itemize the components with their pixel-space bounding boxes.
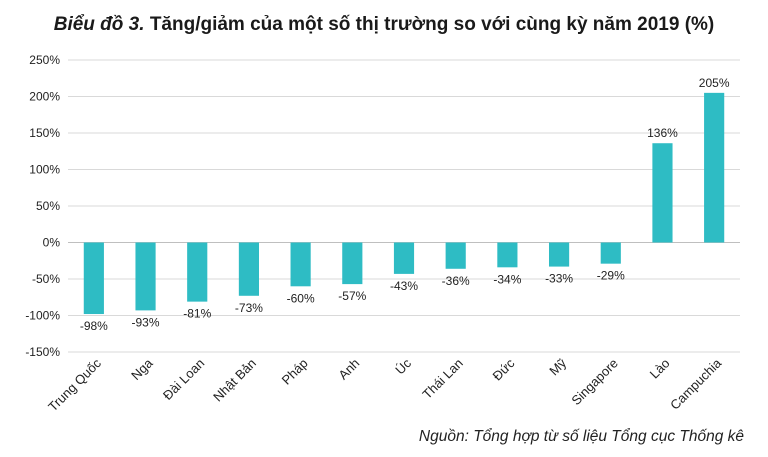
x-category-label: Thái Lan [419, 356, 465, 402]
data-label: -73% [235, 301, 263, 315]
x-category-label: Đức [490, 355, 518, 383]
data-label: -60% [287, 291, 315, 305]
bar [652, 143, 673, 243]
data-label: -81% [183, 307, 211, 321]
data-label: -57% [338, 289, 366, 303]
x-category-label: Pháp [279, 356, 311, 388]
bar [393, 242, 415, 274]
chart-title-text: Tăng/giảm của một số thị trường so với c… [149, 14, 715, 35]
x-category-label: Nhật Bản [210, 356, 259, 405]
x-category-label: Lào [647, 356, 673, 382]
bar [187, 242, 208, 302]
x-category-label: Mỹ [546, 355, 569, 378]
bar [83, 242, 104, 315]
y-tick-label: 250% [29, 53, 60, 67]
y-tick-label: -100% [25, 309, 60, 323]
y-tick-label: -50% [32, 272, 60, 286]
y-tick-label: 50% [36, 199, 60, 213]
y-tick-label: 100% [29, 163, 60, 177]
y-tick-label: 150% [29, 126, 60, 140]
data-label: -29% [597, 269, 625, 283]
data-labels: -98% -93% -81% -73% -60% -57% -43% -36% -34% -33%… [80, 76, 730, 333]
y-tick-label: 200% [29, 90, 60, 104]
bar [290, 242, 311, 287]
x-category-label: Singapore [568, 356, 621, 409]
data-label: 205% [699, 76, 730, 90]
bar [135, 242, 156, 311]
y-tick-label: -150% [25, 345, 60, 359]
data-label: -93% [132, 315, 160, 329]
data-label: -43% [390, 279, 418, 293]
x-category-label: Anh [335, 356, 362, 383]
bar [342, 242, 363, 285]
bar [600, 242, 621, 264]
bars [83, 92, 725, 315]
data-label: -34% [493, 272, 521, 286]
y-tick-label: 0% [43, 236, 61, 250]
x-category-label: Đài Loan [160, 356, 207, 403]
x-category-label: Campuchia [667, 355, 725, 413]
x-category-label: Úc [392, 355, 414, 377]
bar [497, 242, 518, 268]
bar [445, 242, 466, 269]
bar [548, 242, 570, 267]
bar [238, 242, 260, 296]
data-label: -36% [442, 274, 470, 288]
data-label: -33% [545, 272, 573, 286]
source-note: Nguồn: Tổng hợp từ số liệu Tổng cục Thốn… [418, 428, 744, 445]
x-category-label: Nga [128, 355, 156, 383]
x-category-label: Trung Quốc [45, 355, 104, 414]
gridlines [68, 59, 740, 353]
bar [704, 92, 725, 243]
x-axis-category-labels: Trung Quốc Nga Đài Loan Nhật Bản Pháp Anh Úc Th… [45, 355, 725, 414]
figure-number: Biểu đồ 3. [53, 14, 145, 35]
y-axis-tick-labels: 250% 200% 150% 100% 50% 0% -50% -100% -150% [25, 53, 60, 359]
chart-title: Biểu đồ 3. Tăng/giảm của một số thị trườ… [0, 14, 768, 36]
data-label: -98% [80, 319, 108, 333]
data-label: 136% [647, 126, 678, 140]
